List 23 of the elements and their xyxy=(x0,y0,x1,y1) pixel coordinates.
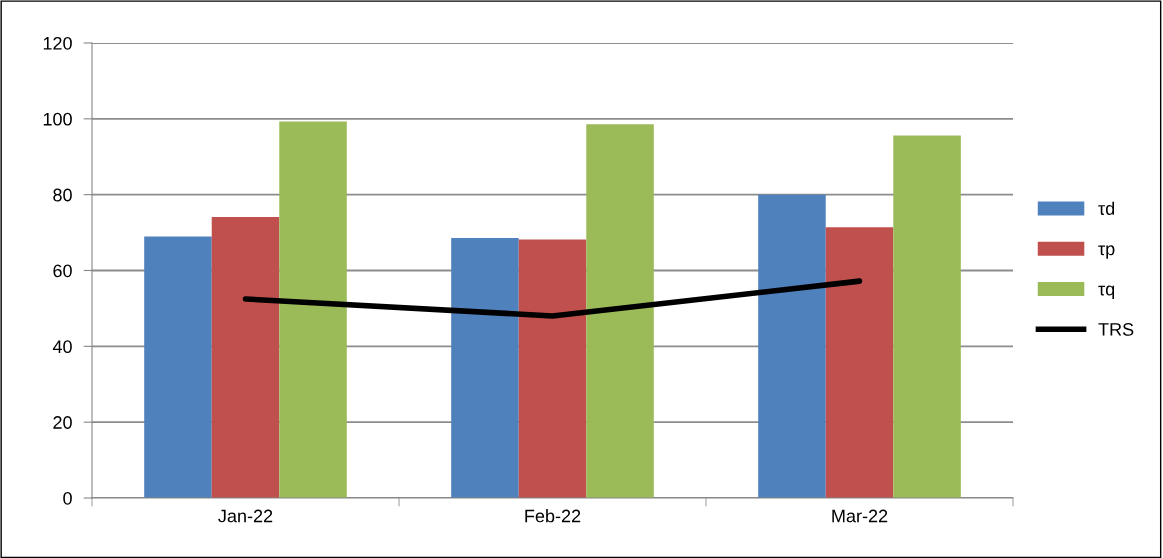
y-tick-label: 0 xyxy=(63,491,72,505)
y-tick-label: 40 xyxy=(52,340,72,354)
bar xyxy=(586,124,654,498)
legend-label: τq xyxy=(1098,285,1115,300)
y-tick-label: 120 xyxy=(43,36,72,50)
x-tick-label: Mar-22 xyxy=(832,509,888,523)
y-tick-label: 100 xyxy=(43,112,72,126)
legend-label: τd xyxy=(1098,201,1115,215)
x-tick-label: Jan-22 xyxy=(218,509,273,523)
y-tick-label: 80 xyxy=(53,188,72,202)
x-tick-label: Feb-22 xyxy=(525,509,581,523)
y-tick-label: 60 xyxy=(53,264,72,278)
bar xyxy=(825,227,894,498)
bar xyxy=(451,237,519,498)
bar xyxy=(518,239,587,498)
bar xyxy=(144,236,212,498)
bar xyxy=(893,135,961,498)
y-tick-label: 20 xyxy=(53,416,72,429)
legend-label: τp xyxy=(1098,245,1115,259)
legend-label: TRS xyxy=(1098,323,1134,336)
bar xyxy=(758,194,826,498)
bar xyxy=(211,217,280,498)
bar xyxy=(279,121,347,498)
